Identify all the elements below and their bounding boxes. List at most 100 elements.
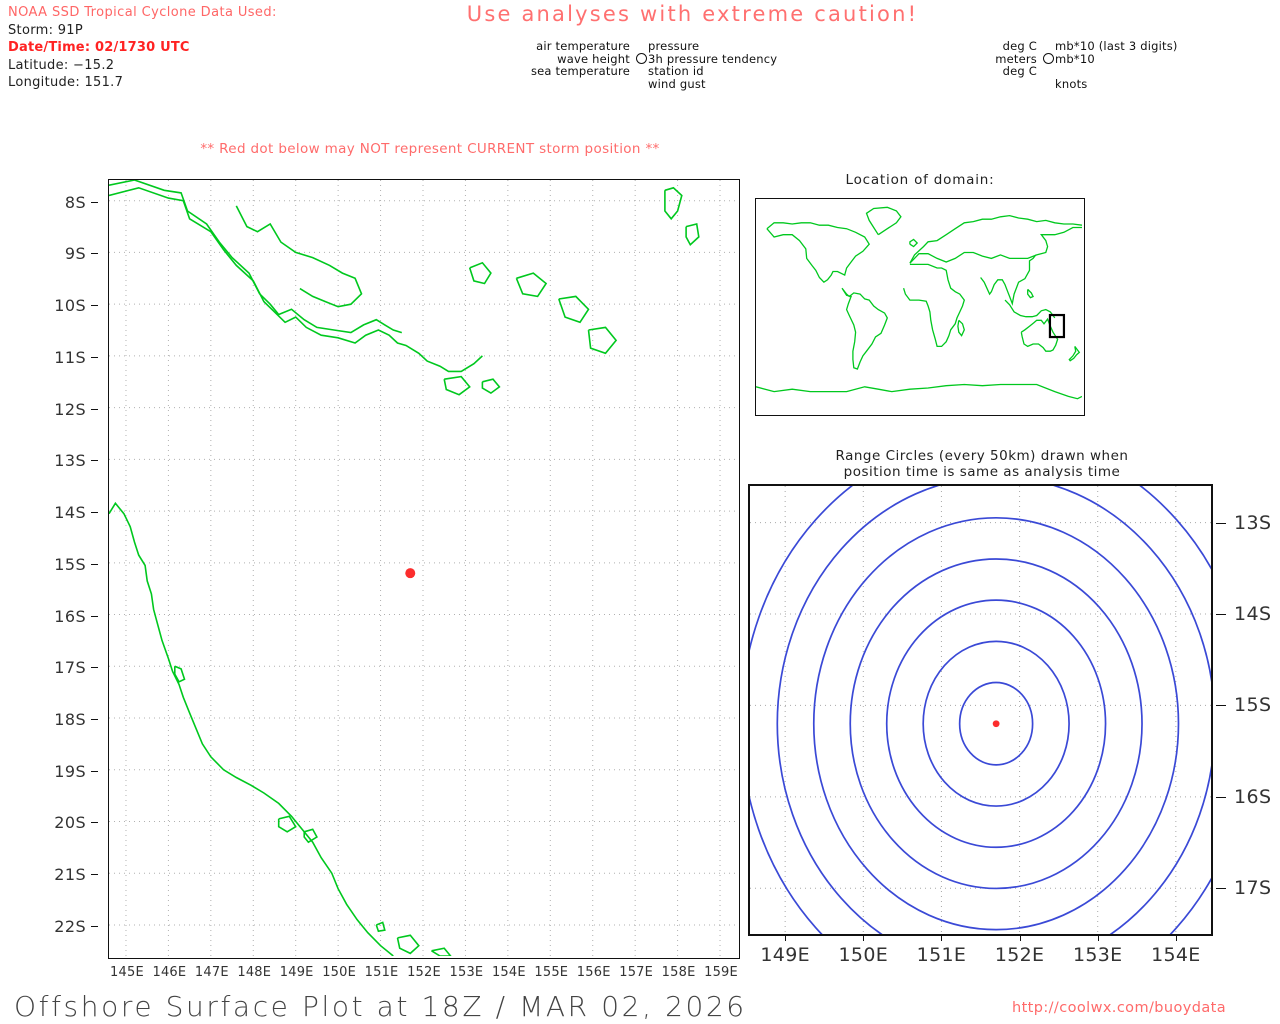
main-map-y-tick (91, 667, 98, 669)
legend-left-label: wave height (557, 51, 630, 66)
storm-info-block: NOAA SSD Tropical Cyclone Data Used: Sto… (8, 4, 428, 92)
main-map-y-tick (91, 925, 98, 927)
legend-right-label: pressure (648, 39, 700, 53)
storm-latitude-label: Latitude: −15.2 (8, 57, 115, 73)
units-row: deg C (985, 65, 1178, 78)
range-y-tick (1216, 796, 1226, 798)
range-title-line2: position time is same as analysis time (843, 464, 1121, 480)
legend-left-label: sea temperature (530, 64, 630, 79)
range-x-tick-label: 153E (1072, 944, 1123, 966)
main-map-x-tick-label: 159E (704, 965, 738, 980)
storm-datetime-label: Date/Time: 02/1730 UTC (8, 40, 190, 55)
main-map-x-tick-label: 158E (661, 965, 696, 980)
main-map-y-tick-label: 11S (54, 347, 86, 367)
range-circles-panel[interactable] (748, 484, 1213, 936)
main-map-panel[interactable] (108, 179, 740, 959)
range-ring (776, 486, 1211, 934)
main-map-y-tick (91, 719, 98, 721)
units-left-label: deg C (1002, 64, 1037, 79)
main-map-x-tick-label: 147E (194, 965, 229, 980)
main-map-y-axis: 8S 9S 10S 11S 12S 13S 14S 15S 16S 17S 18S 19S 20S 21S… (0, 179, 98, 959)
world-coastline-segment (756, 383, 1082, 400)
main-map-y-tick-label: 17S (54, 658, 86, 678)
range-y-tick-label: 17S (1234, 877, 1272, 900)
range-y-tick-label: 14S (1234, 603, 1272, 625)
legend-left-label: air temperature (536, 39, 630, 53)
coastline-segment (587, 326, 618, 355)
units-left-label: deg C (1002, 39, 1037, 53)
range-ring (885, 599, 1107, 849)
main-map-y-tick (91, 201, 98, 203)
range-x-tick-label: 151E (916, 944, 967, 966)
main-map-x-tick-label: 149E (279, 965, 314, 980)
main-map-y-tick-label: 22S (54, 916, 86, 936)
storm-id-label: Storm: 91P (8, 22, 83, 38)
main-map-y-tick (91, 822, 98, 824)
main-map-x-tick-label: 152E (407, 965, 441, 980)
world-inset-canvas (756, 206, 1082, 400)
source-url[interactable]: http://coolwx.com/buoydata (1012, 1000, 1226, 1016)
main-map-y-tick-label: 18S (54, 710, 86, 730)
units-right-label: mb*10 (last 3 digits) (1055, 39, 1178, 53)
legend-row: wind gust (510, 78, 777, 91)
main-map-y-tick-label: 21S (54, 865, 86, 885)
range-x-tick (1175, 934, 1177, 941)
main-map-coastlines (109, 180, 700, 956)
main-map-y-tick (91, 512, 98, 514)
world-inset-panel[interactable] (755, 198, 1085, 416)
world-coastline-segment (1027, 288, 1034, 299)
units-row: knots (985, 78, 1178, 91)
coastline-segment (443, 375, 471, 396)
world-coastline-segment (909, 214, 1082, 264)
range-x-tick-label: 152E (994, 944, 1045, 966)
data-source-label: NOAA SSD Tropical Cyclone Data Used: (8, 5, 277, 20)
main-map-y-tick-label: 15S (54, 554, 86, 574)
caution-text: Use analyses with extreme caution! (466, 2, 919, 26)
coastline-segment (468, 261, 492, 285)
coastline-segment (277, 815, 297, 833)
world-coastline-segment (909, 226, 1082, 264)
main-map-y-tick (91, 874, 98, 876)
range-ring (922, 640, 1070, 807)
red-dot-disclaimer: ** Red dot below may NOT represent CURRE… (200, 141, 660, 157)
world-coastlines (756, 206, 1082, 400)
station-model-legend: air temperature pressure wave height 3h … (510, 40, 777, 90)
domain-extent-box (1048, 313, 1066, 339)
coastline-segment (685, 223, 700, 246)
main-map-y-tick-label: 16S (54, 606, 86, 626)
range-x-tick-label: 154E (1151, 944, 1201, 966)
range-x-tick (863, 934, 865, 941)
coastline-segment (109, 501, 394, 956)
coastline-segment (431, 947, 452, 956)
range-circles-canvas (750, 486, 1211, 934)
main-map-y-tick-label: 10S (54, 296, 86, 316)
main-map-y-tick-label: 8S (64, 192, 86, 212)
coastline-segment (375, 921, 386, 933)
world-coastline-segment (841, 287, 889, 370)
coastline-segment (303, 828, 318, 844)
main-map-x-tick-label: 145E (110, 965, 144, 980)
caution-banner: Use analyses with extreme caution! (0, 0, 1280, 26)
main-map-x-tick-label: 154E (491, 965, 526, 980)
main-map-y-tick-label: 20S (54, 813, 86, 833)
world-coastline-segment (902, 263, 966, 348)
legend-right-label: station id (648, 64, 704, 79)
main-map-y-tick (91, 408, 98, 410)
range-y-tick-label: 15S (1234, 694, 1272, 717)
coastline-segment (235, 205, 363, 308)
range-ring (958, 681, 1034, 766)
units-right-label: mb*10 (1055, 51, 1095, 66)
range-panel-x-axis: 149E 150E 151E 152E 153E 154E (748, 934, 1213, 966)
world-coastline-segment (1020, 317, 1059, 352)
range-x-tick-label: 149E (760, 944, 810, 966)
plot-title: Offshore Surface Plot at 18Z / MAR 02, 2… (14, 990, 747, 1023)
main-map-x-tick-label: 153E (449, 965, 484, 980)
station-units-legend: deg C mb*10 (last 3 digits) meters mb*10… (985, 40, 1178, 90)
main-map-y-tick-label: 9S (64, 244, 86, 264)
main-map-x-tick-label: 155E (534, 965, 569, 980)
coastline-segment (109, 186, 483, 373)
main-map-x-tick-label: 150E (322, 965, 357, 980)
main-map-x-tick-label: 148E (237, 965, 272, 980)
world-coastline-segment (865, 206, 902, 236)
main-map-y-tick-label: 12S (54, 399, 86, 419)
